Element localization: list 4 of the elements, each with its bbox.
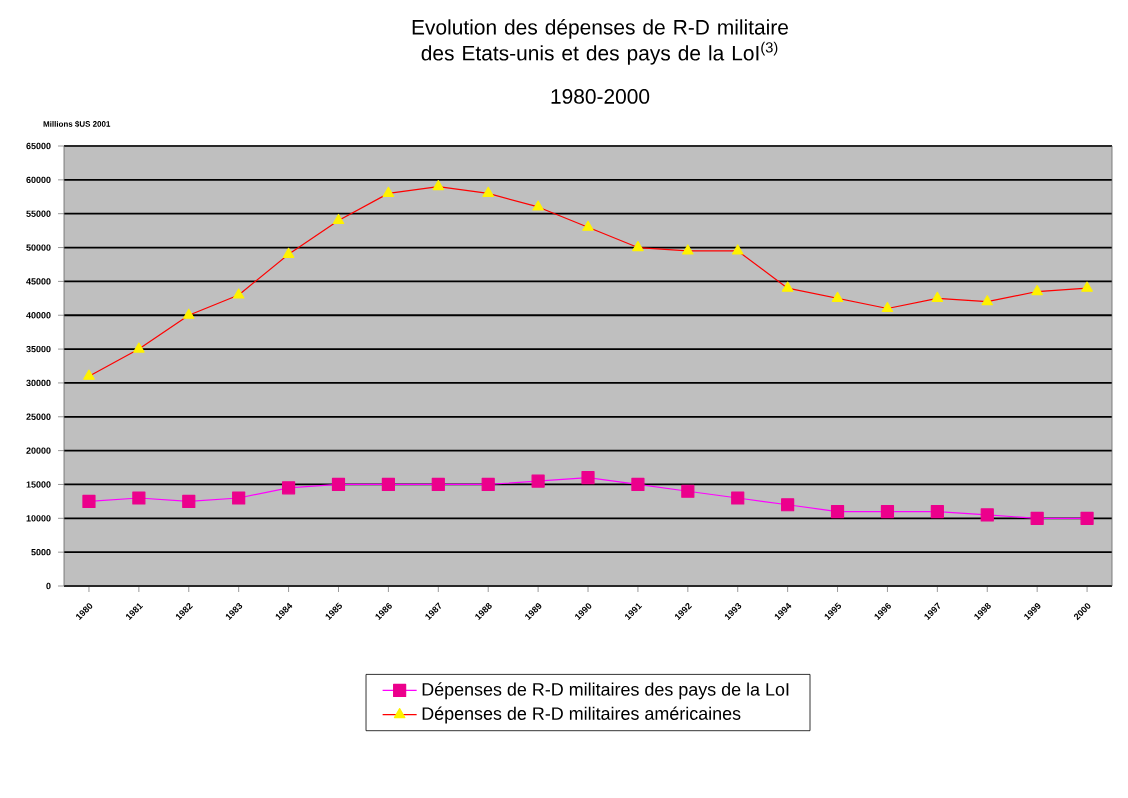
chart-title: Evolution des dépenses de R-D militaire des Etats-unis et des pays de la LoI$^{(3)}$ <box>412 19 788 65</box>
legend-label: Dépenses de R-D militaires des pays de la LoI <box>422 682 789 700</box>
legend-label: Dépenses de R-D militaires américaines <box>422 706 741 724</box>
chart-subtitle: 1980-2000 <box>551 89 650 104</box>
